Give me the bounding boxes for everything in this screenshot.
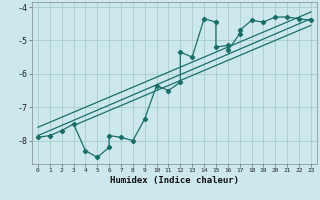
- X-axis label: Humidex (Indice chaleur): Humidex (Indice chaleur): [110, 176, 239, 185]
